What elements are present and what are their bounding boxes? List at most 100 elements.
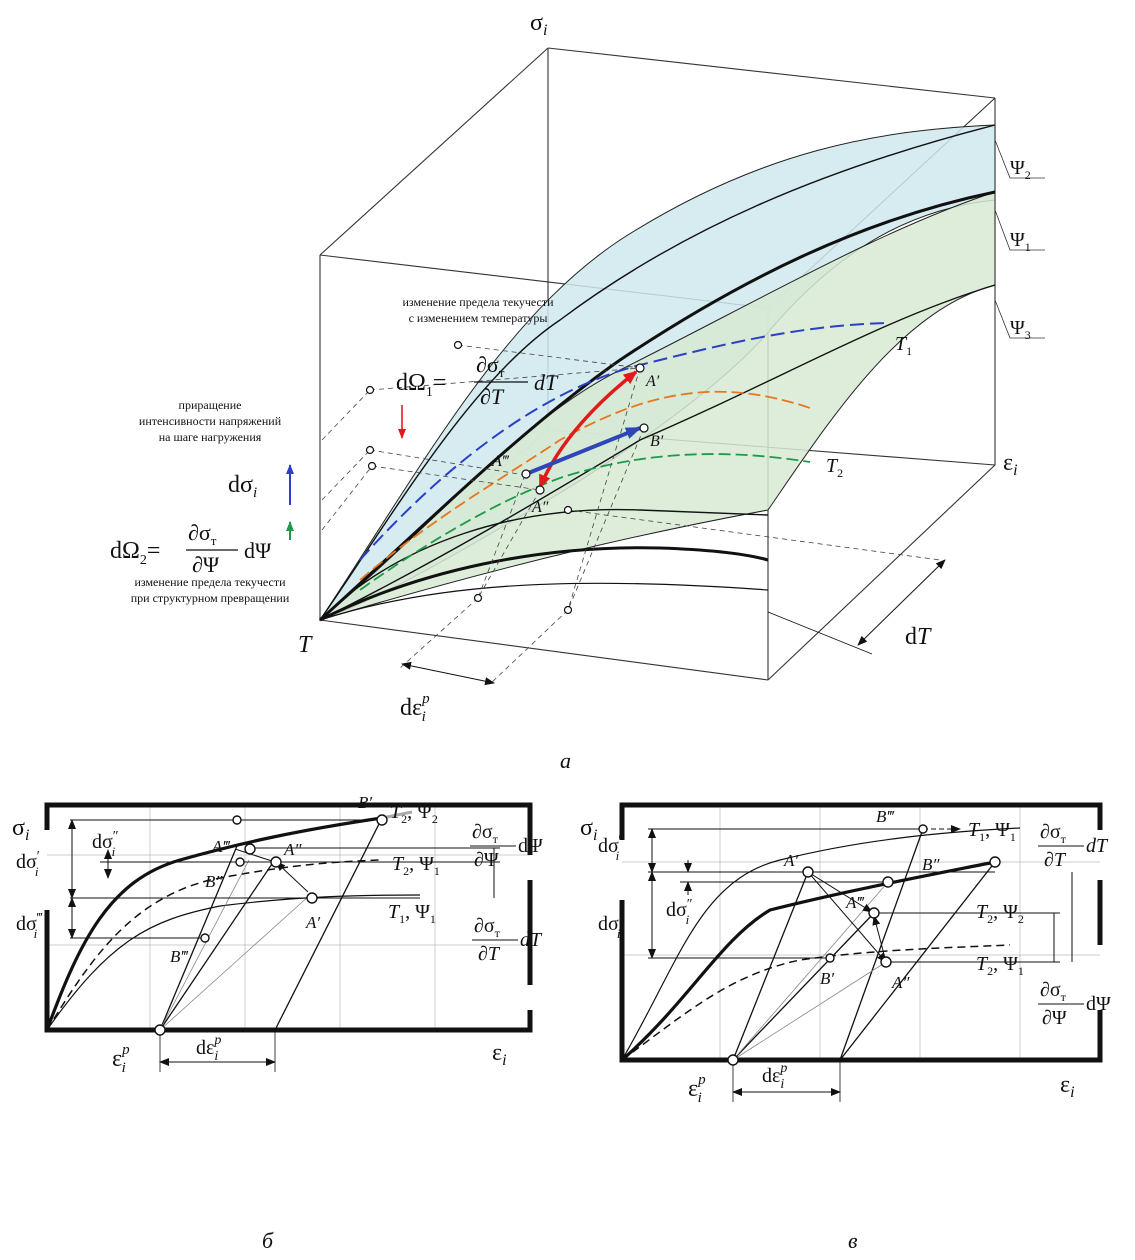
svg-text:∂σт: ∂σт xyxy=(472,821,499,846)
label-dT: dT xyxy=(905,624,932,650)
curve-c-t2psi1 xyxy=(621,944,1011,1061)
c-axis-sigma: σi xyxy=(580,815,597,844)
unload-lines-c xyxy=(732,828,996,1061)
axis-temp-label: T xyxy=(298,632,313,658)
svg-text:dT: dT xyxy=(534,370,559,395)
svg-text:dT: dT xyxy=(520,929,543,951)
c-dim-ds3: dσ‴ i xyxy=(598,833,625,863)
note-temp-yield-2: с изменением температуры xyxy=(409,311,548,325)
c-dim-ds2: dσ″ i xyxy=(666,897,693,927)
note-increment-3: на шаге нагружения xyxy=(159,430,262,444)
note-increment-2: интенсивности напряжений xyxy=(139,414,282,428)
base-curve-1 xyxy=(319,508,769,621)
c-axis-eps-p: εp i xyxy=(688,1072,706,1106)
c-axis-eps: εi xyxy=(1060,1072,1075,1101)
label-psi1: Ψ1 xyxy=(1010,229,1031,254)
axis-sigma-label: σi xyxy=(530,10,547,39)
formula-d-omega1: dΩ1= ∂σт ∂T dT xyxy=(396,352,559,409)
caption-a: а xyxy=(560,748,571,773)
c-side-formula-2: ∂σт ∂Ψ dΨ xyxy=(1038,979,1111,1029)
label-psi3: Ψ3 xyxy=(1010,317,1031,342)
b-axis-eps: εi xyxy=(492,1040,507,1069)
label-t1: T1 xyxy=(895,333,912,358)
b-dim-ds3: dσ‴ i xyxy=(16,911,43,941)
formula-d-omega2: dΩ2= ∂σт ∂Ψ dΨ xyxy=(110,520,272,577)
b-point-b3: B‴ xyxy=(170,947,188,966)
c-label-c2: T2, Ψ2 xyxy=(976,901,1024,926)
axis-eps-label: εi xyxy=(1003,450,1018,479)
svg-text:∂σт: ∂σт xyxy=(1040,821,1067,846)
figure-c: σi εi εp i T1, Ψ1 T2, Ψ2 T2, Ψ1 B‴ A′ B″ … xyxy=(580,802,1111,1253)
c-label-c3: T2, Ψ1 xyxy=(976,953,1024,978)
curve-c-t1psi1 xyxy=(621,827,1021,1061)
psi-leaders xyxy=(994,139,1045,339)
note-temp-yield-1: изменение предела текучести xyxy=(402,295,554,309)
c-side-formula-1: ∂σт ∂T dT xyxy=(1038,821,1109,871)
label-a3: A‴ xyxy=(491,453,510,470)
c-point-b2: B″ xyxy=(922,855,940,874)
base-curve-2 xyxy=(319,546,769,622)
svg-text:dT: dT xyxy=(1086,835,1109,857)
points-c xyxy=(727,824,1001,1066)
caption-b: б xyxy=(262,1228,274,1253)
svg-text:∂σт: ∂σт xyxy=(188,520,217,548)
label-d-eps: dεp i xyxy=(400,691,430,725)
frame-b xyxy=(44,910,533,1033)
points-a xyxy=(365,340,649,615)
svg-text:∂Ψ: ∂Ψ xyxy=(192,552,220,577)
b-point-a1: A′ xyxy=(305,913,320,932)
svg-text:dΨ: dΨ xyxy=(244,538,272,563)
svg-text:∂T: ∂T xyxy=(478,943,501,965)
c-dim-deps: dεp i xyxy=(762,1061,787,1092)
frame-c xyxy=(619,802,1103,840)
c-dim-ds1: dσ′ i xyxy=(598,911,622,941)
caption-c: в xyxy=(848,1228,858,1253)
dim-lines-b xyxy=(70,819,500,939)
grid-c xyxy=(622,805,1100,1060)
c-point-a3: A‴ xyxy=(845,893,864,912)
b-label-c3: T1, Ψ1 xyxy=(388,901,436,926)
dim-deps xyxy=(401,661,495,686)
dim-dT xyxy=(857,559,946,646)
label-b1: B′ xyxy=(650,433,664,450)
base-curve-3 xyxy=(319,582,769,621)
c-point-a1: A′ xyxy=(783,851,798,870)
edge-psi1-front xyxy=(318,190,996,622)
curve-t1 xyxy=(359,322,889,561)
b-side-formula-1: ∂σт ∂Ψ dΨ xyxy=(470,821,543,871)
b-dim-deps: dεp i xyxy=(196,1033,221,1064)
curve-b-t2psi2 xyxy=(45,816,383,1031)
figure-b: σi εi εp i T2, Ψ2 T2, Ψ1 T1, Ψ1 B′ A‴ A″ … xyxy=(12,793,543,1253)
arrow-blue xyxy=(525,426,642,476)
svg-text:∂T: ∂T xyxy=(1044,849,1067,871)
dim-lines-c xyxy=(648,828,1060,963)
b-label-c1: T2, Ψ2 xyxy=(390,801,438,826)
svg-text:dΩ2=: dΩ2= xyxy=(110,538,160,568)
svg-text:∂σт: ∂σт xyxy=(476,352,505,380)
edge-psi2-front xyxy=(319,124,996,621)
note-struct-yield-1: изменение предела текучести xyxy=(134,575,286,589)
b-dim-ds2: dσ″ i xyxy=(92,829,119,859)
b-point-b1: B′ xyxy=(358,793,372,812)
note-struct-yield-2: при структурном превращении xyxy=(131,591,290,605)
c-label-c1: T1, Ψ1 xyxy=(968,819,1016,844)
helper-dashed-lines xyxy=(321,344,941,685)
b-point-a2: A″ xyxy=(283,840,302,859)
b-axis-eps-p: εp i xyxy=(112,1042,130,1076)
label-a1: A′ xyxy=(645,373,660,390)
b-dim-ds1: dσ′ i xyxy=(16,849,40,879)
label-psi2: Ψ2 xyxy=(1010,157,1031,182)
grid-b xyxy=(47,805,530,1030)
b-point-a3: A‴ xyxy=(211,837,230,856)
svg-text:∂T: ∂T xyxy=(480,384,505,409)
svg-text:∂σт: ∂σт xyxy=(474,915,501,940)
unload-lines-b xyxy=(159,817,383,1031)
figure-a: σi εi T Ψ2 Ψ1 Ψ3 T1 T2 A′ B′ A‴ A″ измен… xyxy=(110,10,1045,773)
label-d-sigma: dσi xyxy=(228,472,257,501)
b-point-b2: B″ xyxy=(205,872,223,891)
svg-text:∂Ψ: ∂Ψ xyxy=(474,849,499,871)
curve-c-t2psi2 xyxy=(620,860,996,1062)
b-label-c2: T2, Ψ1 xyxy=(392,853,440,878)
c-point-a2: A″ xyxy=(891,973,910,992)
